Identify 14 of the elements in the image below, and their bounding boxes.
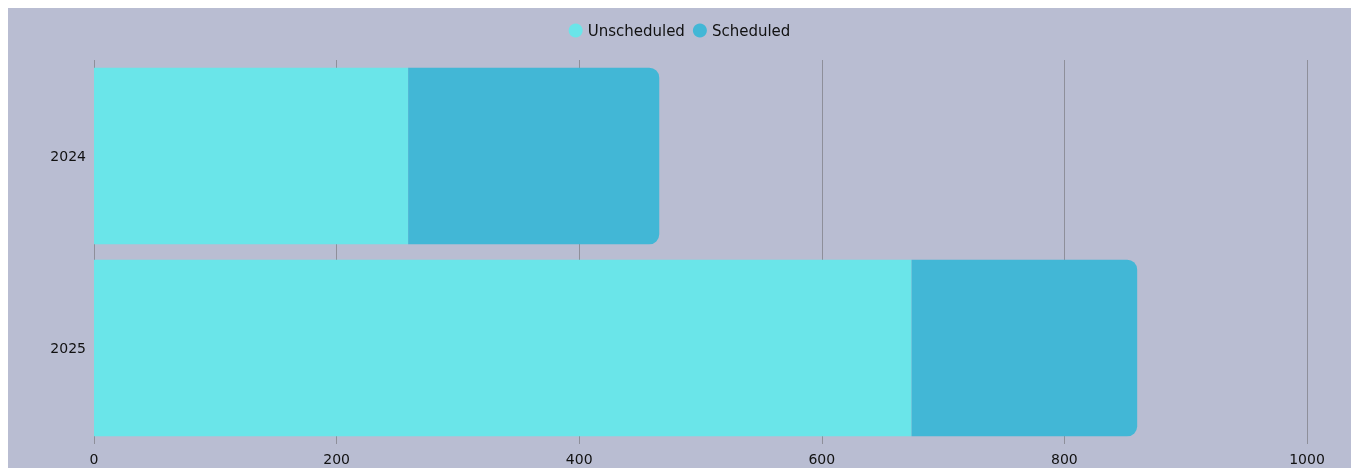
- y-tick-label: 2025: [50, 340, 86, 356]
- x-tick-label: 0: [89, 451, 99, 467]
- x-tick-label: 400: [565, 451, 593, 467]
- bar: [911, 259, 1138, 437]
- bar: [94, 67, 409, 245]
- bar: [408, 67, 660, 245]
- x-tick-label: 1000: [1289, 451, 1325, 467]
- bar: [94, 259, 912, 437]
- x-tick-label: 200: [323, 451, 350, 467]
- legend-label: Scheduled: [711, 21, 791, 40]
- legend-label: Unscheduled: [587, 21, 685, 40]
- x-tick-label: 600: [808, 451, 836, 467]
- y-tick-label: 2024: [50, 148, 87, 164]
- x-tick-label: 800: [1051, 451, 1078, 467]
